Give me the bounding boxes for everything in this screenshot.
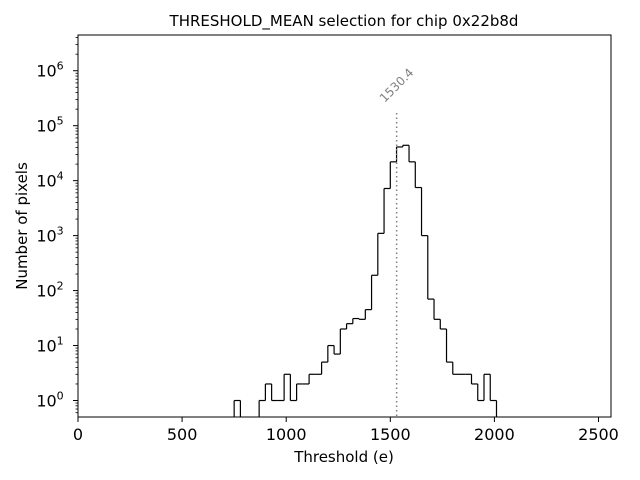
- y-tick-label: 104: [36, 170, 63, 191]
- x-axis-ticks: 0 500 1000 1500 2000 2500: [73, 417, 619, 444]
- y-tick-label: 103: [36, 225, 63, 246]
- y-tick-label: 106: [36, 60, 63, 81]
- x-tick-label: 2500: [578, 425, 619, 444]
- y-tick-label: 105: [36, 115, 63, 136]
- y-tick-label: 101: [36, 335, 63, 356]
- x-tick-label: 0: [73, 425, 83, 444]
- y-tick-label: 102: [36, 280, 63, 301]
- x-tick-label: 500: [167, 425, 198, 444]
- y-tick-label: 100: [36, 390, 63, 411]
- x-tick-label: 1000: [266, 425, 307, 444]
- axes-frame: [77, 34, 612, 418]
- x-axis-label: Threshold (e): [293, 448, 394, 466]
- x-tick-label: 1500: [370, 425, 411, 444]
- y-axis-label: Number of pixels: [13, 162, 31, 290]
- chart-title: THRESHOLD_MEAN selection for chip 0x22b8…: [169, 12, 519, 31]
- y-axis-ticks: 100 101 102 103 104 105 106: [36, 37, 78, 414]
- x-tick-label: 2000: [474, 425, 515, 444]
